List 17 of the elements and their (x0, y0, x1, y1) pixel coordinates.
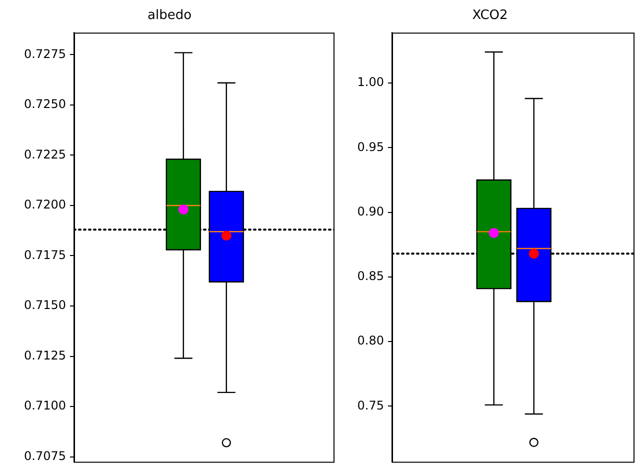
y-tick-label: 0.7200 (24, 198, 66, 212)
chart-title: albedo (147, 8, 192, 24)
y-tick-label: 0.7225 (24, 147, 66, 162)
y-tick-label: 0.90 (357, 204, 384, 218)
y-tick-label: 0.7100 (24, 398, 66, 413)
chart-title: XCO2 (472, 8, 508, 24)
y-tick-label: 0.80 (357, 334, 384, 348)
y-tick-label: 1.00 (357, 75, 384, 90)
y-tick-label: 0.75 (357, 398, 384, 412)
y-tick-label: 0.7075 (24, 448, 66, 463)
y-tick-label: 0.7275 (24, 46, 66, 61)
y-tick-label: 0.7150 (24, 298, 66, 312)
y-tick-label: 0.7250 (24, 97, 66, 112)
y-tick-label: 0.85 (357, 269, 384, 284)
y-tick-label: 0.7125 (24, 348, 66, 362)
y-tick-label: 0.95 (357, 140, 384, 154)
y-tick-label: 0.7175 (24, 248, 66, 262)
